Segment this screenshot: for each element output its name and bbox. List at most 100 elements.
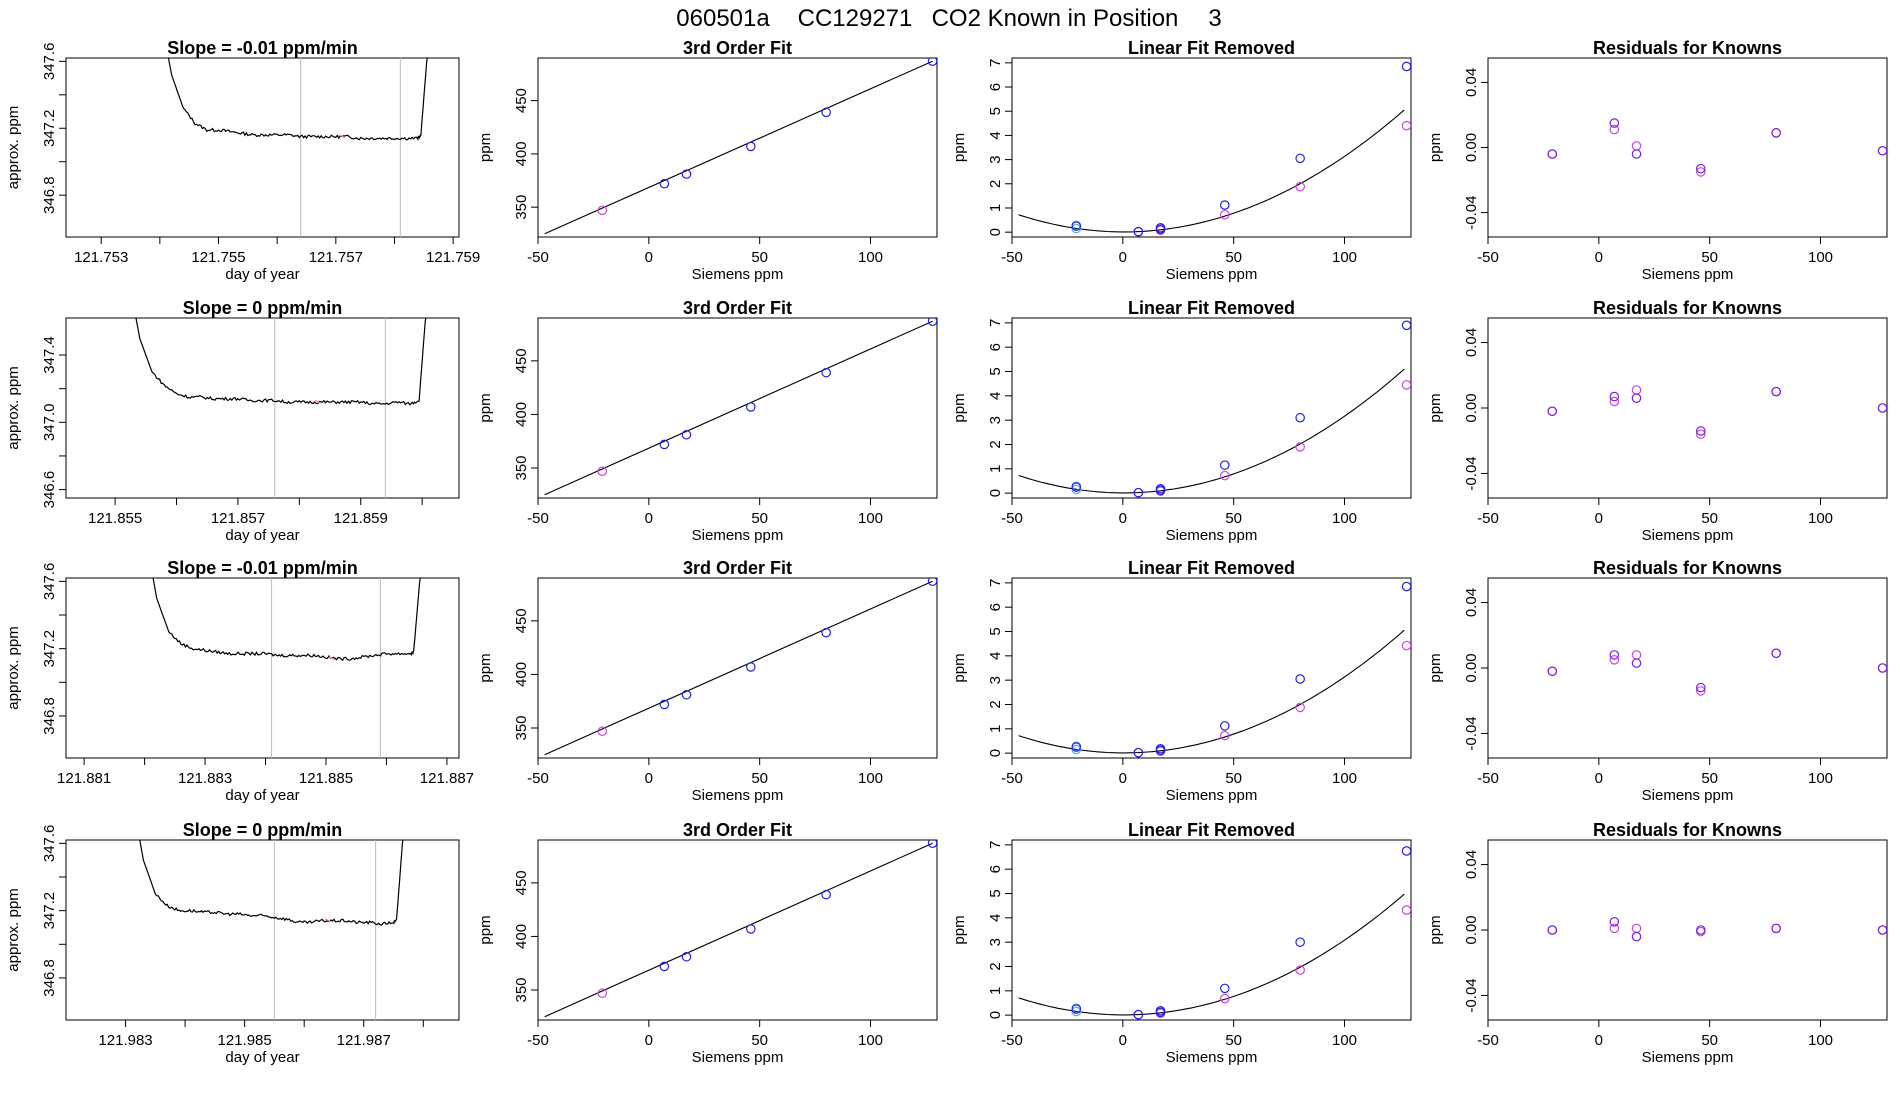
blue-point (1295, 412, 1305, 423)
data-point (659, 961, 670, 972)
y-tick-label: -0.04 (1463, 456, 1480, 490)
chart-title: 3rd Order Fit (683, 558, 792, 578)
light-blue-point (1071, 1006, 1082, 1017)
blue-point (1155, 223, 1166, 233)
page-title-run-id: 060501a (676, 5, 770, 32)
x-tick-label: -50 (1477, 770, 1499, 787)
y-tick-label: 7 (987, 579, 1004, 587)
y-tick-label: 400 (513, 924, 530, 949)
blue-point (1877, 145, 1887, 156)
data-point (681, 169, 692, 179)
blue-point (1631, 658, 1642, 668)
x-tick-label: 121.887 (420, 770, 474, 787)
blue-point (1877, 403, 1887, 413)
x-axis-label: Siemens ppm (1166, 1049, 1258, 1066)
y-tick-label: 346.8 (41, 697, 58, 735)
x-tick-label: 0 (1595, 249, 1603, 266)
y-tick-label: 6 (987, 83, 1004, 91)
fit-curve (1018, 629, 1405, 754)
x-axis-label: Siemens ppm (1166, 787, 1258, 804)
blue-point (1220, 460, 1230, 470)
chart-title: 3rd Order Fit (683, 298, 792, 318)
blue-point (1631, 149, 1642, 159)
panel-trace-row-1: Slope = -0.01 ppm/min 121.753 121.755 121.7… (5, 38, 480, 283)
x-tick-label: 0 (1119, 249, 1127, 266)
chart-title: Linear Fit Removed (1128, 820, 1295, 840)
y-tick-label: 347.4 (41, 336, 58, 374)
x-tick-label: 121.857 (211, 510, 265, 527)
y-tick-label: 350 (513, 195, 530, 220)
y-tick-label: 346.8 (41, 959, 58, 997)
chart-title: Slope = -0.01 ppm/min (167, 38, 358, 58)
y-axis-label: approx. ppm (5, 366, 22, 449)
plot-area (1547, 917, 1887, 942)
chart-title: 3rd Order Fit (683, 38, 792, 58)
plot-frame (537, 839, 938, 1021)
x-tick-label: -50 (527, 1032, 549, 1049)
blue-point (1547, 925, 1558, 935)
blue-point (1696, 925, 1706, 935)
panel-trace-row-4: Slope = 0 ppm/min 121.983 121.985 121.987 da… (5, 820, 460, 1066)
y-tick-label: 347.2 (41, 109, 58, 147)
y-tick-label: 1 (987, 725, 1004, 733)
fit-curve (1018, 368, 1405, 494)
plot-area (1547, 385, 1887, 439)
x-tick-label: -50 (1477, 249, 1499, 266)
blue-point (1609, 917, 1620, 927)
y-tick-label: 0.00 (1463, 653, 1480, 682)
x-tick-label: 121.985 (218, 1032, 272, 1049)
blue-point (1547, 149, 1558, 159)
blue-point (1220, 721, 1230, 731)
y-axis-label: approx. ppm (5, 888, 22, 971)
plot-area (1018, 320, 1411, 498)
blue-point (1071, 1004, 1082, 1014)
chart-title: 3rd Order Fit (683, 820, 792, 840)
x-tick-label: 0 (1595, 1032, 1603, 1049)
plot-frame (1011, 577, 1412, 759)
trace-line (139, 840, 404, 926)
x-tick-label: 50 (1701, 249, 1718, 266)
x-tick-label: 121.987 (337, 1032, 391, 1049)
x-tick-label: 0 (1119, 510, 1127, 527)
y-tick-label: -0.04 (1463, 978, 1480, 1012)
plot-area (1018, 846, 1411, 1020)
page-title-position: 3 (1208, 5, 1221, 32)
fit-curve (1018, 893, 1405, 1016)
plot-frame (65, 577, 460, 759)
y-axis-label: ppm (1427, 133, 1444, 162)
blue-point (1609, 118, 1620, 128)
blue-point (1609, 391, 1620, 402)
x-axis-label: day of year (225, 1049, 299, 1066)
y-tick-label: 5 (987, 367, 1004, 375)
x-tick-label: 121.885 (299, 770, 353, 787)
x-tick-label: 121.983 (98, 1032, 152, 1049)
y-tick-label: 2 (987, 700, 1004, 708)
x-tick-label: 100 (858, 249, 883, 266)
light-blue-point (1071, 223, 1082, 234)
x-tick-label: -50 (1001, 249, 1023, 266)
blue-point (1401, 320, 1411, 331)
x-tick-label: -50 (1477, 510, 1499, 527)
magenta-point (1609, 923, 1620, 934)
y-tick-label: -0.04 (1463, 195, 1480, 229)
magenta-point (1631, 385, 1642, 395)
trace-line (152, 578, 421, 662)
y-tick-label: 6 (987, 343, 1004, 351)
y-axis-label: ppm (477, 393, 494, 422)
blue-point (1071, 742, 1082, 752)
y-axis-label: ppm (951, 653, 968, 682)
y-tick-label: 4 (987, 914, 1004, 922)
data-point (681, 689, 692, 700)
blue-point (1771, 386, 1781, 397)
plot-area (544, 578, 937, 756)
y-tick-label: 347.2 (41, 892, 58, 930)
panel-fit3-row-2: 3rd Order Fit -50 0 50 100 Siemens ppm 350 400 4… (477, 298, 938, 544)
y-tick-label: 0 (987, 1011, 1004, 1019)
chart-title: Residuals for Knowns (1593, 558, 1782, 578)
y-tick-label: 450 (513, 608, 530, 633)
plot-frame (537, 317, 938, 499)
x-tick-label: 121.859 (334, 510, 388, 527)
magenta-point (1631, 923, 1642, 934)
y-tick-label: 0.04 (1463, 850, 1480, 879)
